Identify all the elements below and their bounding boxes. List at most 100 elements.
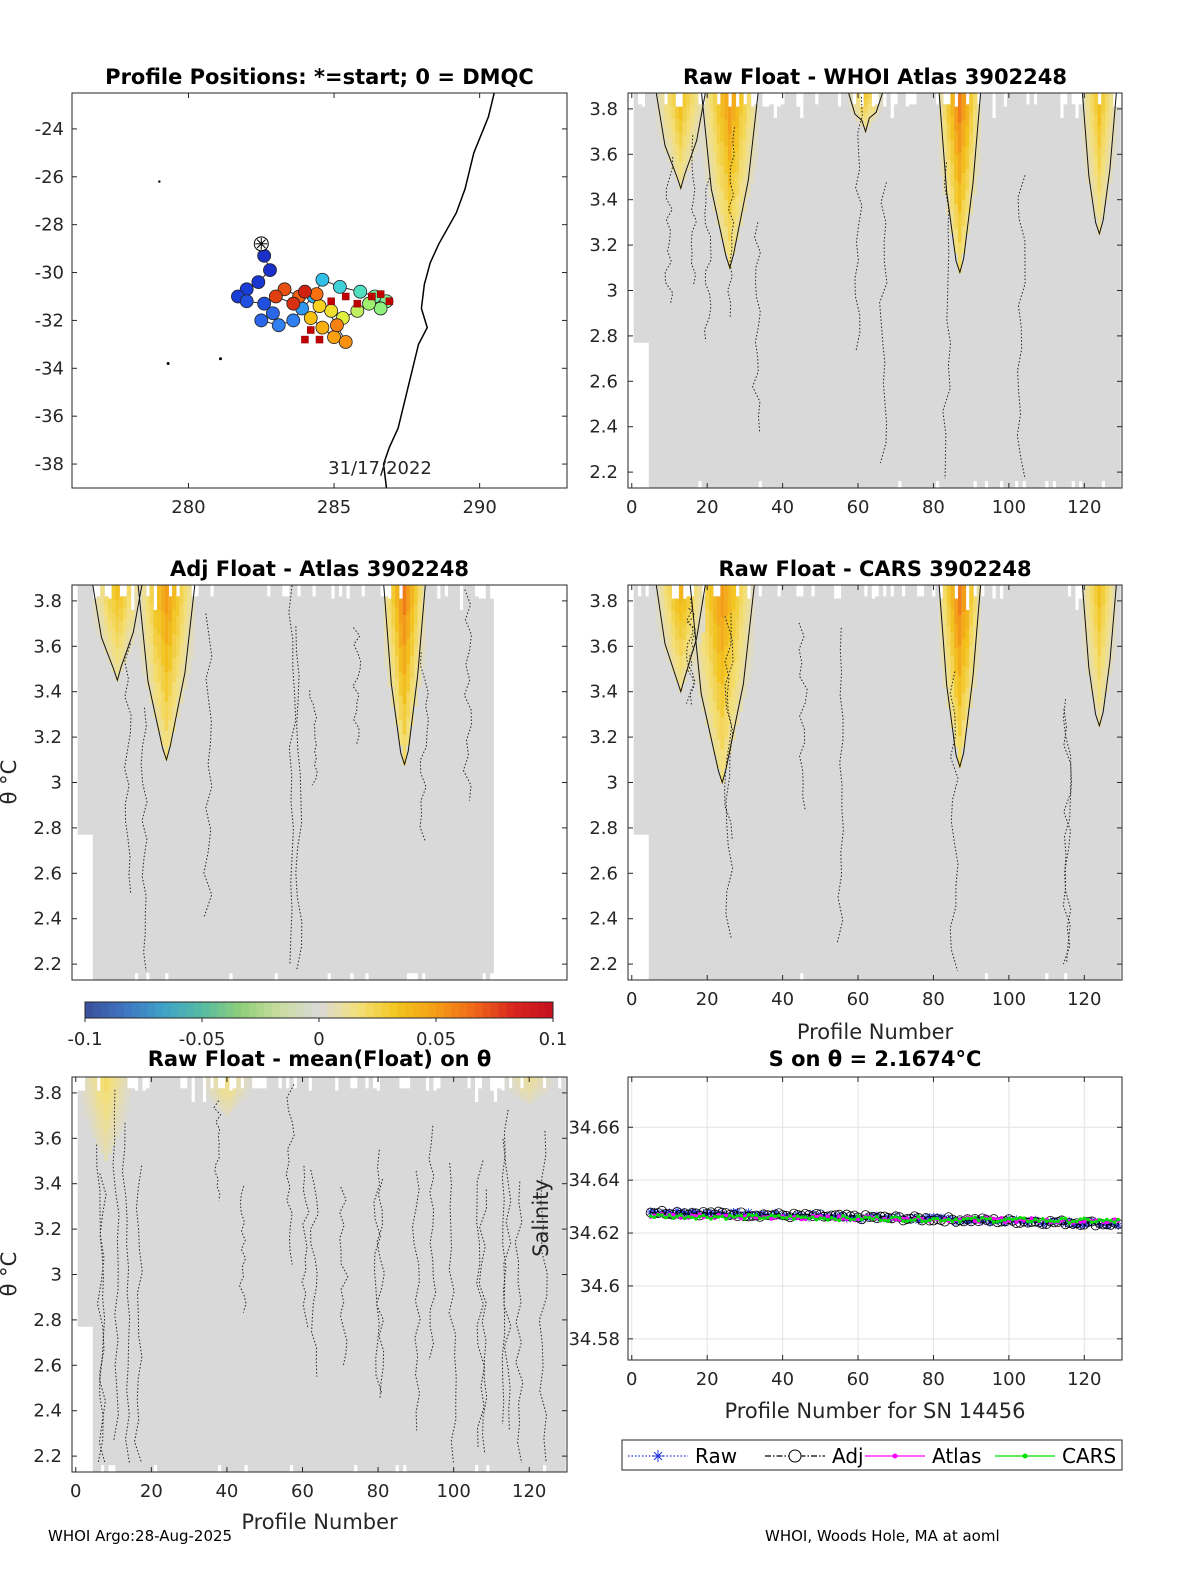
profile-column bbox=[961, 585, 967, 980]
profile-marker bbox=[373, 301, 388, 316]
anomaly-cell bbox=[512, 1082, 517, 1087]
anomaly-cell bbox=[402, 734, 408, 765]
profile-column bbox=[671, 93, 676, 488]
colorbar-cell bbox=[225, 1002, 234, 1018]
anomaly-cell bbox=[92, 622, 98, 628]
anomaly-cell bbox=[878, 93, 884, 97]
anomaly-cell bbox=[976, 151, 982, 164]
contour-positive bbox=[383, 585, 426, 767]
anomaly-cell bbox=[957, 675, 963, 707]
anomaly-cell bbox=[179, 624, 185, 645]
profile-column bbox=[957, 93, 963, 488]
anomaly-cell bbox=[961, 93, 967, 121]
anomaly-cell bbox=[1093, 175, 1099, 197]
cars-marker bbox=[705, 1215, 709, 1220]
anomaly-cell bbox=[1097, 702, 1102, 727]
anomaly-cell bbox=[656, 616, 661, 625]
profile-column bbox=[406, 585, 411, 974]
profile-column bbox=[765, 106, 771, 488]
anomaly-cell bbox=[1093, 626, 1099, 648]
anomaly-cell bbox=[247, 1085, 253, 1089]
anomaly-cell bbox=[542, 1091, 547, 1093]
anomaly-cell bbox=[743, 640, 748, 661]
cars-marker bbox=[1056, 1219, 1060, 1224]
anomaly-cell bbox=[746, 598, 752, 614]
anomaly-cell bbox=[724, 737, 729, 769]
y-tick-label: 2.4 bbox=[589, 417, 618, 438]
profile-column bbox=[478, 598, 483, 980]
anomaly-cell bbox=[705, 152, 710, 169]
y-tick-label: -26 bbox=[35, 167, 64, 188]
profile-column bbox=[1033, 104, 1038, 488]
anomaly-cell bbox=[750, 585, 755, 600]
cars-marker bbox=[1093, 1219, 1098, 1224]
raw-atlas-panel: Raw Float - WHOI Atlas 3902248 0 20 40 60 80… bbox=[589, 65, 1123, 518]
colorbar-tick-label: 0.05 bbox=[416, 1029, 456, 1050]
anomaly-cell bbox=[973, 596, 978, 613]
anomaly-cell bbox=[675, 626, 680, 641]
contour-zero bbox=[686, 598, 696, 704]
cars-marker bbox=[1105, 1217, 1109, 1222]
profile-column bbox=[792, 585, 797, 980]
cars-marker bbox=[837, 1218, 841, 1223]
anomaly-cell bbox=[709, 110, 714, 129]
anomaly-cell bbox=[739, 93, 744, 116]
cars-marker bbox=[784, 1216, 789, 1220]
anomaly-cell bbox=[236, 1100, 241, 1106]
anomaly-cell bbox=[81, 1098, 86, 1103]
anomaly-cell bbox=[417, 618, 423, 637]
anomaly-cell bbox=[123, 629, 128, 642]
atlas-marker bbox=[991, 1216, 996, 1221]
cars-marker bbox=[1044, 1219, 1049, 1223]
anomaly-cell bbox=[656, 600, 661, 610]
profile-column bbox=[942, 585, 948, 980]
y-tick-label: 3.8 bbox=[589, 99, 618, 120]
anomaly-cell bbox=[168, 695, 173, 722]
anomaly-cell bbox=[743, 603, 748, 623]
anomaly-cell bbox=[942, 670, 948, 689]
profile-column bbox=[875, 104, 880, 488]
anomaly-cell bbox=[973, 657, 978, 674]
y-tick-label: 2.2 bbox=[33, 1446, 62, 1467]
profile-column bbox=[848, 585, 853, 980]
profile-column bbox=[1048, 585, 1053, 980]
anomaly-cell bbox=[671, 105, 676, 120]
profile-column bbox=[841, 585, 846, 980]
anomaly-cell bbox=[213, 1100, 219, 1106]
profile-column bbox=[882, 596, 887, 980]
contour-zero bbox=[798, 622, 808, 810]
x-tick-label: 20 bbox=[696, 497, 719, 518]
anomaly-cell bbox=[942, 149, 948, 166]
anomaly-cell bbox=[206, 1083, 211, 1088]
profile-column bbox=[123, 1077, 128, 1472]
cars-marker bbox=[958, 1219, 962, 1224]
anomaly-cell bbox=[697, 104, 703, 112]
profile-column bbox=[852, 585, 857, 980]
profile-column bbox=[126, 585, 132, 980]
anomaly-cell bbox=[663, 136, 669, 146]
anomaly-cell bbox=[675, 640, 680, 655]
anomaly-cell bbox=[515, 1083, 521, 1088]
profile-column bbox=[429, 585, 434, 980]
anomaly-cell bbox=[1082, 633, 1087, 647]
anomaly-cell bbox=[954, 697, 959, 723]
anomaly-cell bbox=[115, 1077, 120, 1088]
profile-marker bbox=[286, 313, 301, 328]
anomaly-cell bbox=[213, 1095, 219, 1101]
cars-marker bbox=[1025, 1219, 1030, 1224]
profile-column bbox=[965, 104, 970, 488]
anomaly-cell bbox=[697, 659, 703, 679]
profile-column bbox=[485, 585, 491, 980]
anomaly-cell bbox=[123, 1084, 128, 1093]
anomaly-cell bbox=[720, 117, 725, 143]
anomaly-cell bbox=[686, 621, 691, 635]
anomaly-cell bbox=[950, 703, 955, 728]
profile-column bbox=[463, 1077, 468, 1472]
anomaly-cell bbox=[96, 1099, 101, 1110]
anomaly-cell bbox=[750, 654, 755, 669]
anomaly-cell bbox=[92, 603, 98, 609]
profile-column bbox=[523, 1077, 528, 1472]
colorbar-cell bbox=[443, 1002, 453, 1018]
anomaly-cell bbox=[957, 122, 963, 154]
anomaly-cell bbox=[743, 678, 748, 698]
